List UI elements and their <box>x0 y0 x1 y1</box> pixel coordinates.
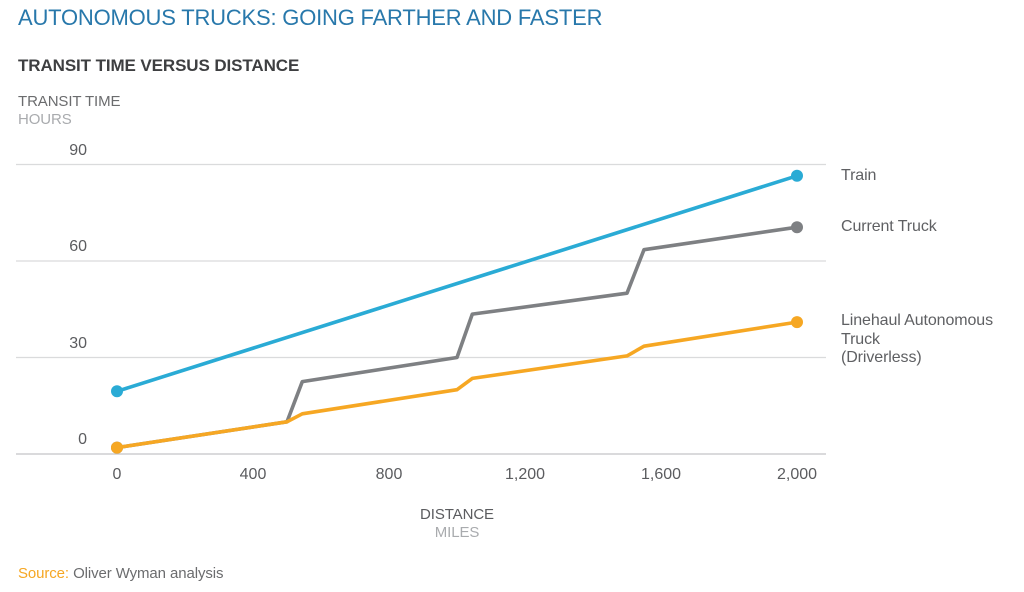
series-line-linehaul-autonomous-truck-driverless <box>115 320 799 450</box>
y-axis-title-block: TRANSIT TIME HOURS <box>18 93 121 129</box>
y-tick-label: 60 <box>69 238 87 255</box>
series-endpoint-dot-train <box>111 385 123 398</box>
x-tick-label: 400 <box>239 466 267 483</box>
legend-label-train: Train <box>841 167 1021 186</box>
series-endpoint-dot-linehaul-autonomous-truck-driverless <box>791 316 803 329</box>
x-axis-title: DISTANCE <box>420 506 494 523</box>
x-tick-label: 0 <box>112 466 122 483</box>
y-tick-label: 30 <box>69 334 87 352</box>
legend-label-autonomous-truck: Linehaul Autonomous Truck (Driverless) <box>841 312 1021 368</box>
x-axis-title-block: DISTANCE MILES <box>357 506 557 542</box>
x-axis-unit: MILES <box>434 524 480 541</box>
series-line-current-truck <box>115 225 799 450</box>
series-endpoint-dot-train <box>791 169 803 182</box>
legend-autonomous-line-3: (Driverless) <box>841 349 922 366</box>
x-tick-label: 2,000 <box>776 466 818 483</box>
legend-autonomous-line-1: Linehaul Autonomous <box>841 312 993 329</box>
y-tick-label: 0 <box>78 431 87 448</box>
legend-label-current-truck: Current Truck <box>841 218 1021 237</box>
page-title: AUTONOMOUS TRUCKS: GOING FARTHER AND FAS… <box>18 5 603 30</box>
source-text: Oliver Wyman analysis <box>73 565 224 582</box>
source-prefix: Source: <box>18 565 69 582</box>
x-tick-label: 800 <box>375 466 403 483</box>
legend-autonomous-line-2: Truck <box>841 330 880 348</box>
y-axis-title: TRANSIT TIME <box>18 93 121 110</box>
chart-title: TRANSIT TIME VERSUS DISTANCE <box>18 56 300 75</box>
series-line-train <box>115 174 799 394</box>
series-endpoint-dot-linehaul-autonomous-truck-driverless <box>111 441 123 454</box>
series-endpoint-dot-current-truck <box>791 221 803 234</box>
y-axis-unit: HOURS <box>18 111 72 128</box>
y-tick-label: 90 <box>69 141 87 159</box>
legend-train-line-1: Train <box>841 167 877 184</box>
x-tick-label: 1,200 <box>504 466 546 483</box>
legend-current-truck-line-1: Current Truck <box>841 218 937 235</box>
source-line: Source: Oliver Wyman analysis <box>18 565 223 582</box>
x-tick-label: 1,600 <box>640 466 682 483</box>
